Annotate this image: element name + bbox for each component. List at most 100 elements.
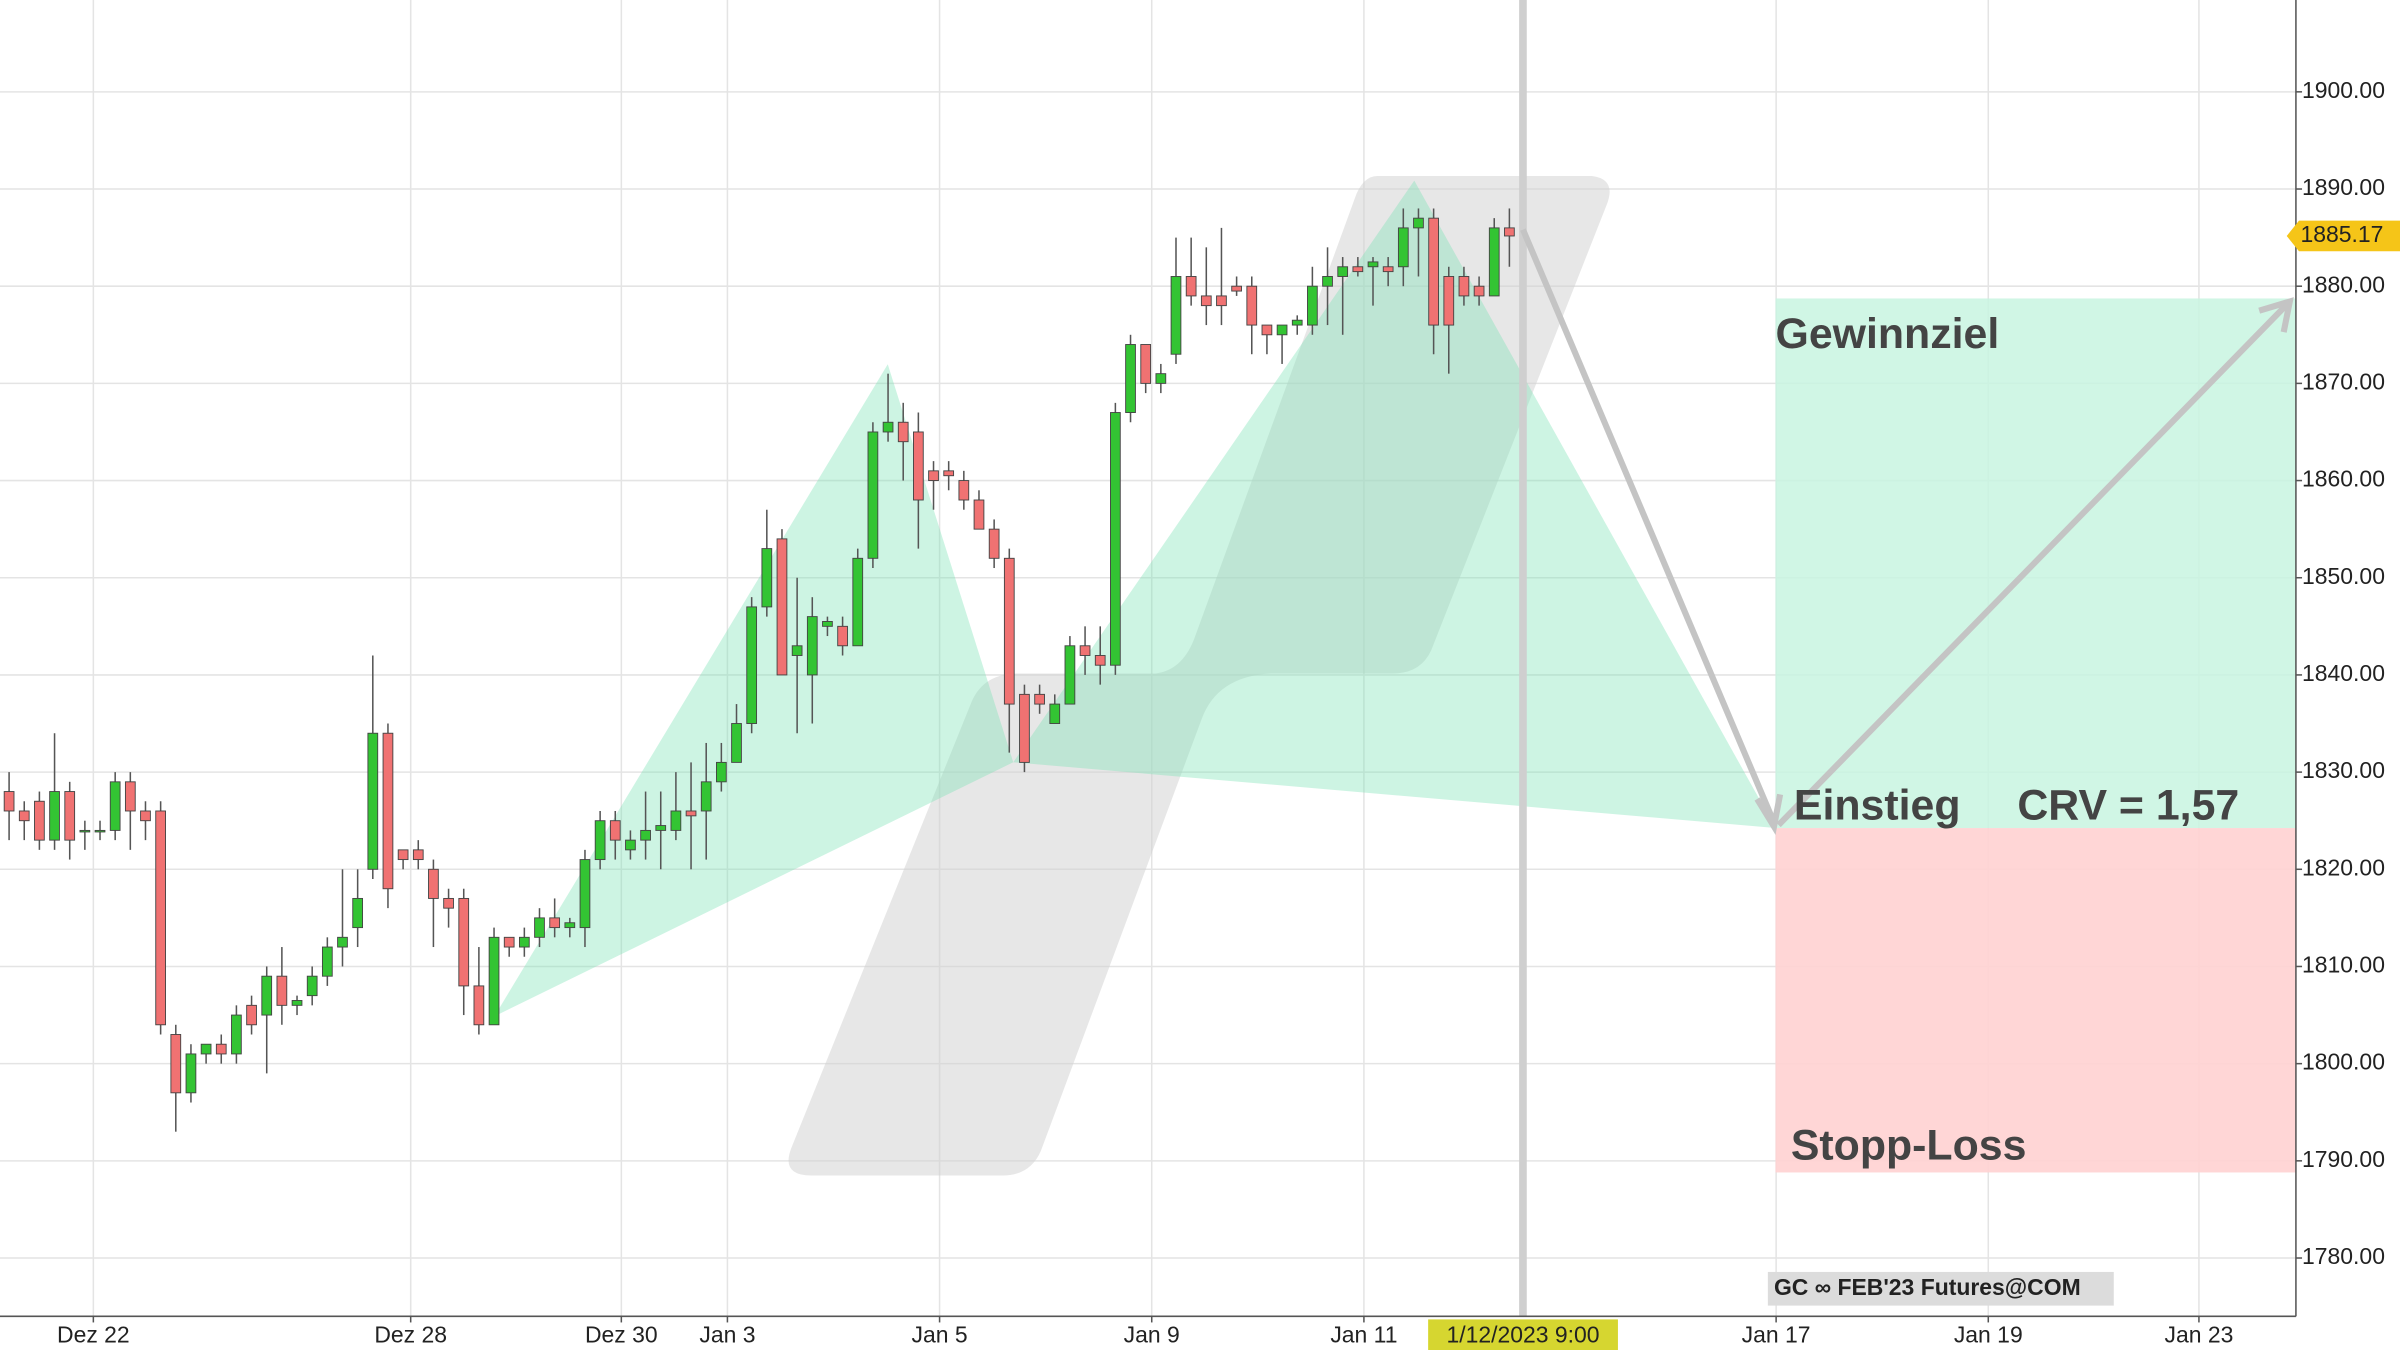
candle-body xyxy=(1216,295,1227,307)
candle-body xyxy=(140,810,151,822)
candle-body xyxy=(579,859,591,929)
y-tick-label: 1860.00 xyxy=(2302,466,2385,492)
candle-body xyxy=(1185,276,1197,297)
y-tick-label: 1820.00 xyxy=(2302,854,2385,880)
stop-label: Stopp-Loss xyxy=(1791,1121,2027,1169)
candle-body xyxy=(988,528,1000,559)
y-tick-label: 1850.00 xyxy=(2302,563,2385,589)
instrument-label: GC ∞ FEB'23 Futures@COM xyxy=(1774,1274,2081,1300)
x-tick-label: Dez 22 xyxy=(57,1321,130,1347)
candle-body xyxy=(564,922,576,929)
last-price-box xyxy=(2286,220,2400,252)
candle-body xyxy=(34,800,45,841)
crosshair-label-box xyxy=(1428,1319,1618,1354)
last-price-label: 1885.17 xyxy=(2301,221,2384,247)
candle-body xyxy=(594,820,606,861)
crosshair-label: 1/12/2023 9:00 xyxy=(1447,1321,1600,1347)
candle-body xyxy=(534,917,545,938)
candle-body xyxy=(1276,324,1288,336)
candle-body xyxy=(1170,276,1182,355)
arrow xyxy=(1520,228,1776,821)
y-tick-label: 1780.00 xyxy=(2302,1243,2385,1269)
candle-body xyxy=(1504,227,1515,237)
candle-body xyxy=(291,1000,303,1006)
x-tick-label: Dez 28 xyxy=(374,1321,447,1347)
candle-body xyxy=(170,1034,182,1094)
candle-body xyxy=(1155,373,1167,384)
candle-body xyxy=(185,1053,197,1094)
candle-body xyxy=(49,791,60,841)
candle-body xyxy=(973,499,985,530)
candle-body xyxy=(488,936,500,1026)
candle-body xyxy=(367,732,379,870)
candle-body xyxy=(382,732,394,890)
candle-body xyxy=(1019,693,1030,763)
candle-body xyxy=(518,936,530,948)
candle-body xyxy=(731,723,742,763)
watermark-logo xyxy=(788,176,1610,1176)
candle-body xyxy=(1125,344,1136,413)
arrows xyxy=(1520,228,2294,835)
candle-body xyxy=(443,897,454,909)
arrow-head xyxy=(1754,793,1784,835)
candle-body xyxy=(1291,319,1303,326)
y-tick-label: 1870.00 xyxy=(2302,368,2385,394)
candle-body xyxy=(1246,285,1258,326)
candle-body xyxy=(655,825,667,831)
x-tick-label: Jan 5 xyxy=(912,1321,968,1347)
candle-body xyxy=(761,548,773,608)
candle-body xyxy=(700,781,712,812)
candle-body xyxy=(882,421,894,433)
candle-body xyxy=(276,975,288,1006)
candle-body xyxy=(943,470,955,477)
candle-body xyxy=(1110,412,1121,666)
candle-body xyxy=(261,975,273,1016)
x-tick-label: Jan 3 xyxy=(699,1321,755,1347)
candle-body xyxy=(1443,276,1455,326)
candle-body xyxy=(928,470,939,482)
x-tick-label: Jan 9 xyxy=(1124,1321,1180,1347)
y-tick-label: 1890.00 xyxy=(2302,174,2385,200)
candle-body xyxy=(1488,227,1500,297)
candle-body xyxy=(306,975,318,997)
candle-body xyxy=(746,606,758,724)
arrow xyxy=(1776,300,2291,828)
y-tick-label: 1830.00 xyxy=(2302,757,2385,783)
y-tick-label: 1800.00 xyxy=(2302,1049,2385,1075)
entry-label: Einstieg xyxy=(1794,781,1961,829)
candle-body xyxy=(1064,645,1076,705)
candle-body xyxy=(609,820,621,841)
axes: 1780.00 1790.00 1800.00 1810.00 1820.00 1830.… xyxy=(57,77,2400,1354)
candle-body xyxy=(412,849,424,861)
candle-body xyxy=(231,1014,242,1055)
candle-body xyxy=(337,936,348,948)
candle-body xyxy=(3,791,15,812)
stop-zone xyxy=(1775,828,2296,1173)
candle-body xyxy=(1413,217,1424,229)
candle-body xyxy=(246,1004,257,1026)
x-tick-label: Jan 11 xyxy=(1330,1321,1397,1347)
candle-body xyxy=(852,557,864,647)
candle-body xyxy=(549,917,561,929)
instrument-box xyxy=(1767,1271,2114,1306)
candle-body xyxy=(791,645,803,656)
candle-body xyxy=(806,616,818,676)
candle-body xyxy=(1352,266,1364,273)
target-label: Gewinnziel xyxy=(1776,310,2000,358)
candle-body xyxy=(1428,217,1439,326)
candle-body xyxy=(776,538,788,676)
candle-body xyxy=(1322,276,1333,287)
candle-body xyxy=(321,946,333,977)
pattern-triangle xyxy=(1013,180,1776,829)
candles xyxy=(3,208,1515,1132)
candle-body xyxy=(897,421,909,443)
candle-body xyxy=(64,791,76,841)
x-tick-label: Dez 30 xyxy=(585,1321,658,1347)
candle-body xyxy=(1200,295,1212,307)
candle-body xyxy=(1382,266,1394,273)
crv-label: CRV = 1,57 xyxy=(2017,781,2239,829)
candle-body xyxy=(1473,285,1485,297)
x-tick-label: Jan 23 xyxy=(2164,1321,2233,1347)
